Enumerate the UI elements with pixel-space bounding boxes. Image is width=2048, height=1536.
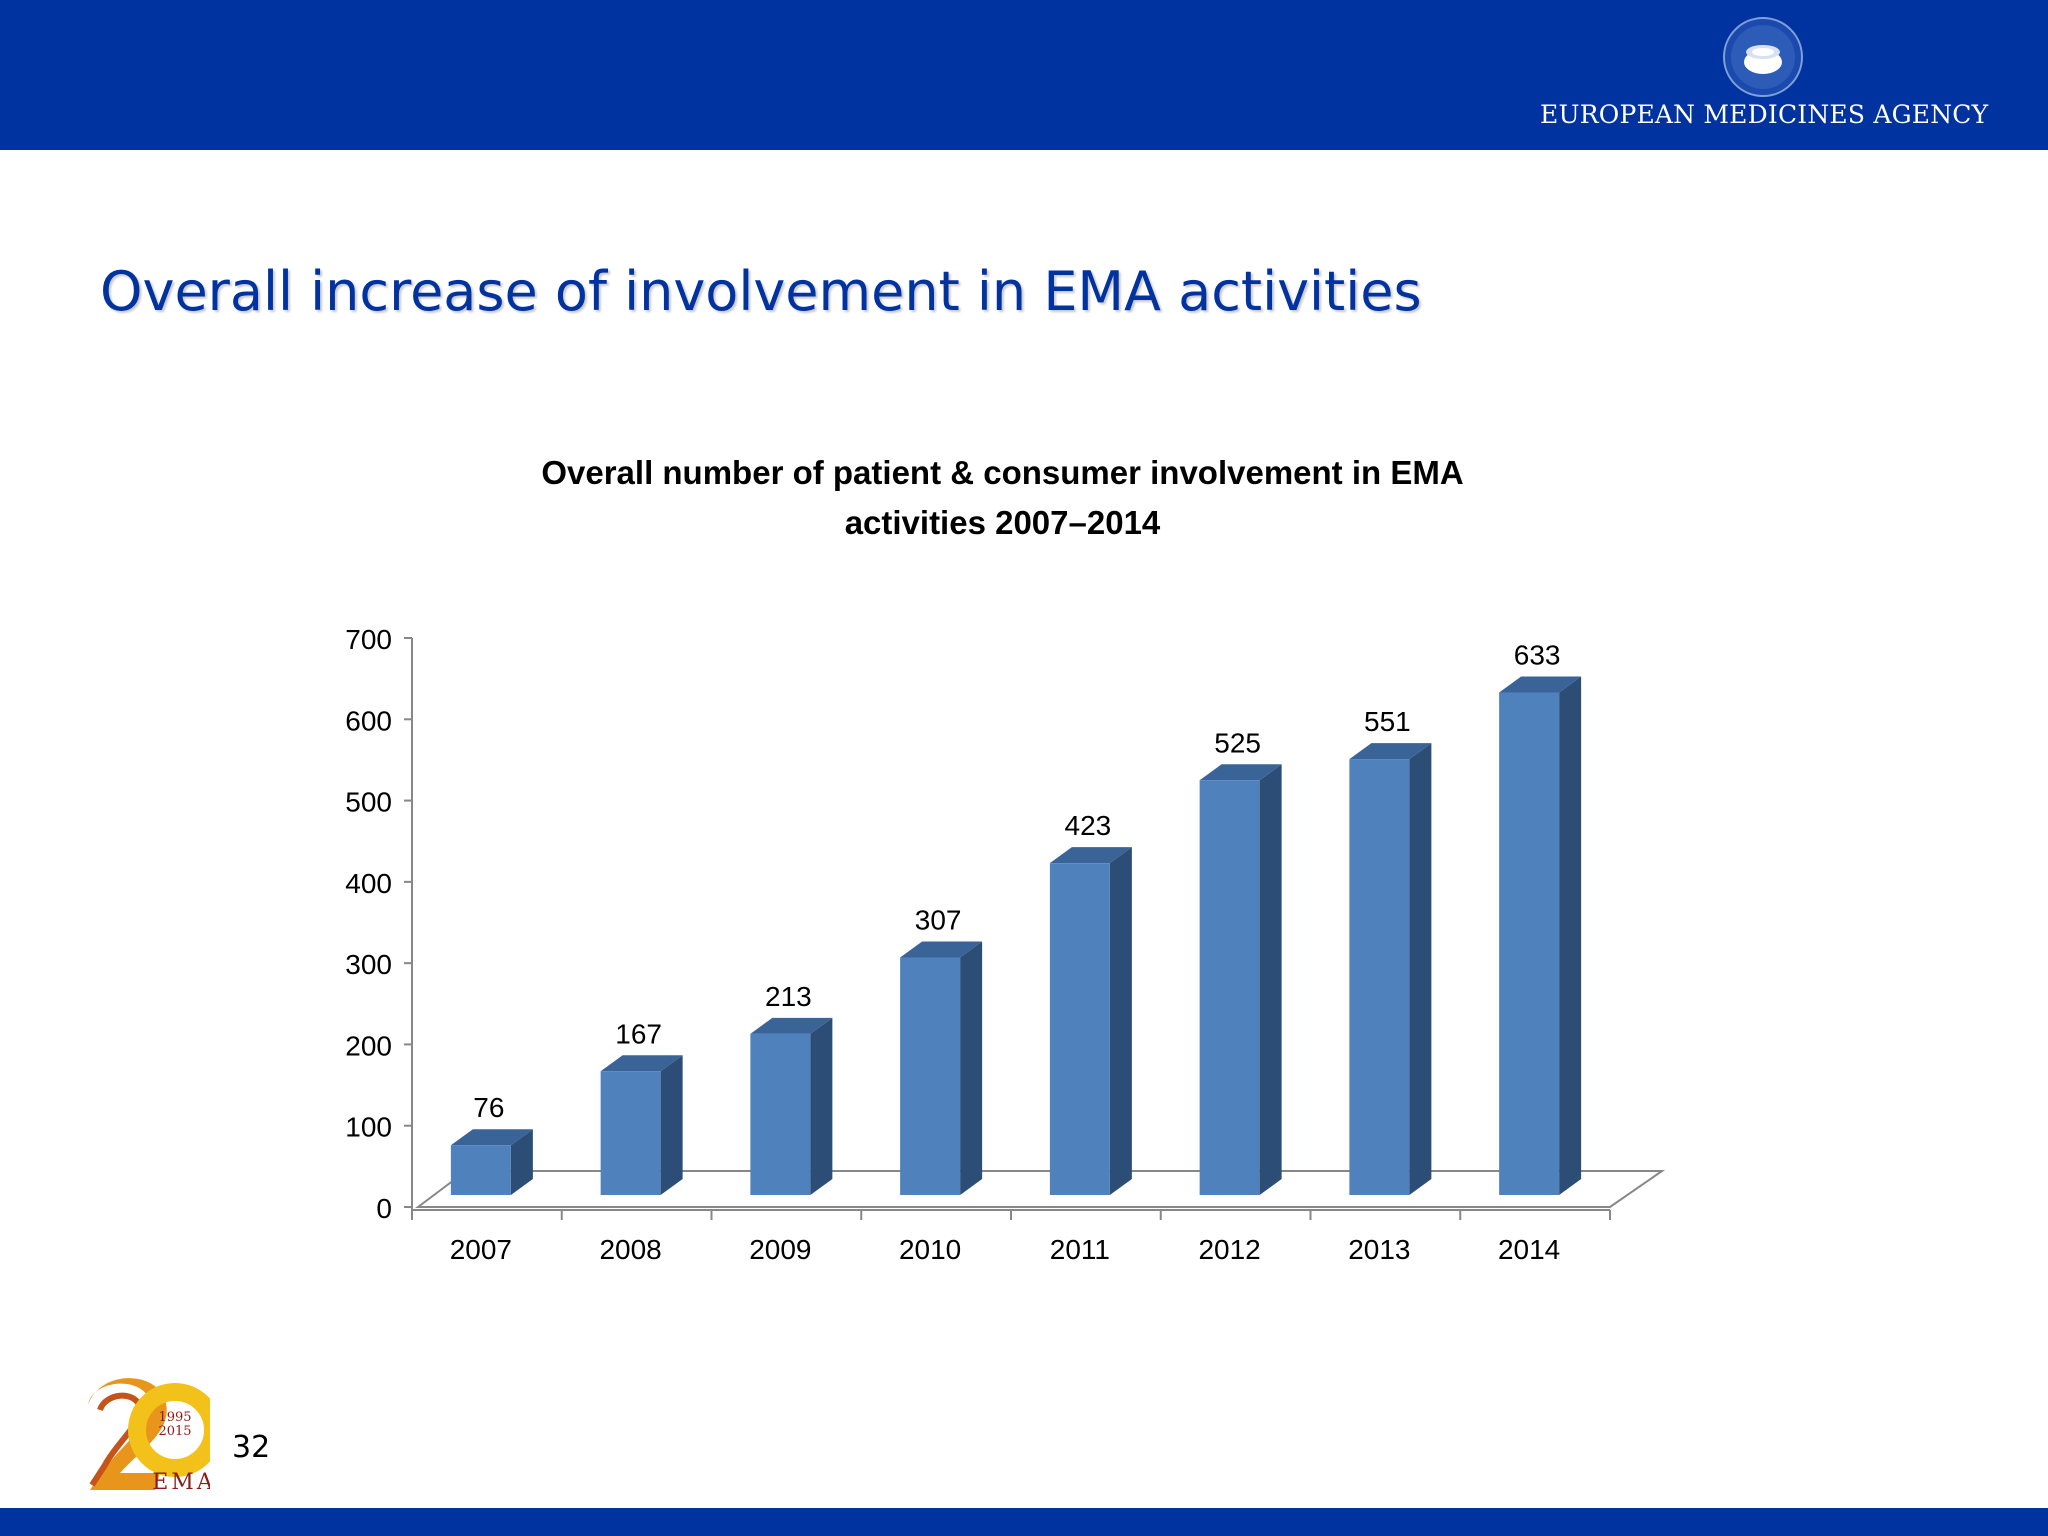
bar-side [660,1055,683,1195]
bar [900,957,961,1195]
bar-top [750,1017,833,1034]
footer-bar [0,1508,2048,1536]
bar-side [510,1129,533,1195]
y-tick-label: 300 [345,949,392,980]
bar-top [1049,847,1132,864]
bar-side [810,1017,833,1195]
data-label: 551 [1364,706,1411,737]
ema-emblem-icon [1723,17,1803,97]
y-tick-label: 500 [345,787,392,818]
data-label: 307 [915,904,962,935]
slide-title: Overall increase of involvement in EMA a… [100,260,1422,323]
y-tick-label: 200 [345,1030,392,1061]
logo-year-start: 1995 [158,1410,191,1425]
data-label: 633 [1514,639,1561,670]
logo-year-end: 2015 [158,1424,191,1439]
x-tick-label: 2009 [749,1234,811,1265]
data-label: 525 [1214,727,1261,758]
y-tick-label: 400 [345,868,392,899]
data-label: 213 [765,981,812,1012]
bar-top [1349,743,1432,760]
header-banner [0,0,2048,150]
data-label: 423 [1065,810,1112,841]
agency-name: EUROPEAN MEDICINES AGENCY [1540,100,1989,129]
bar-top [450,1129,533,1146]
bar-side [960,941,983,1195]
bar-top [1499,676,1582,693]
bar [450,1145,511,1195]
bar-side [1409,743,1432,1195]
x-tick-label: 2010 [899,1234,961,1265]
y-tick-label: 700 [345,624,392,655]
y-tick-label: 100 [345,1112,392,1143]
bar [1349,759,1410,1195]
bar-side [1259,764,1282,1195]
bar-side [1109,847,1132,1195]
bar [600,1071,661,1195]
x-tick-label: 2013 [1348,1234,1410,1265]
bar [1499,692,1560,1195]
data-label: 76 [473,1092,504,1123]
bar-top [600,1055,683,1072]
bar-top [900,941,983,958]
y-tick-label: 0 [376,1193,392,1224]
chart-title-line-2: activities 2007–2014 [844,504,1161,541]
y-tick-label: 600 [345,705,392,736]
logo-text: EMA [152,1470,210,1495]
chart-title: Overall number of patient & consumer inv… [400,448,1605,548]
data-label: 167 [615,1018,662,1049]
x-tick-label: 2008 [599,1234,661,1265]
chart-floor [415,1170,1666,1208]
bar [1049,863,1110,1195]
bar [750,1033,811,1195]
bar-top [1199,764,1282,781]
bar [1199,780,1260,1195]
bar-side [1559,676,1582,1195]
ema-20-years-logo: 1995 2015 EMA [88,1378,210,1495]
x-tick-label: 2007 [450,1234,512,1265]
x-tick-label: 2012 [1198,1234,1260,1265]
slide-number: 32 [232,1430,271,1465]
chart-title-line-1: Overall number of patient & consumer inv… [541,454,1464,491]
x-tick-label: 2014 [1498,1234,1560,1265]
x-tick-label: 2011 [1050,1234,1110,1265]
